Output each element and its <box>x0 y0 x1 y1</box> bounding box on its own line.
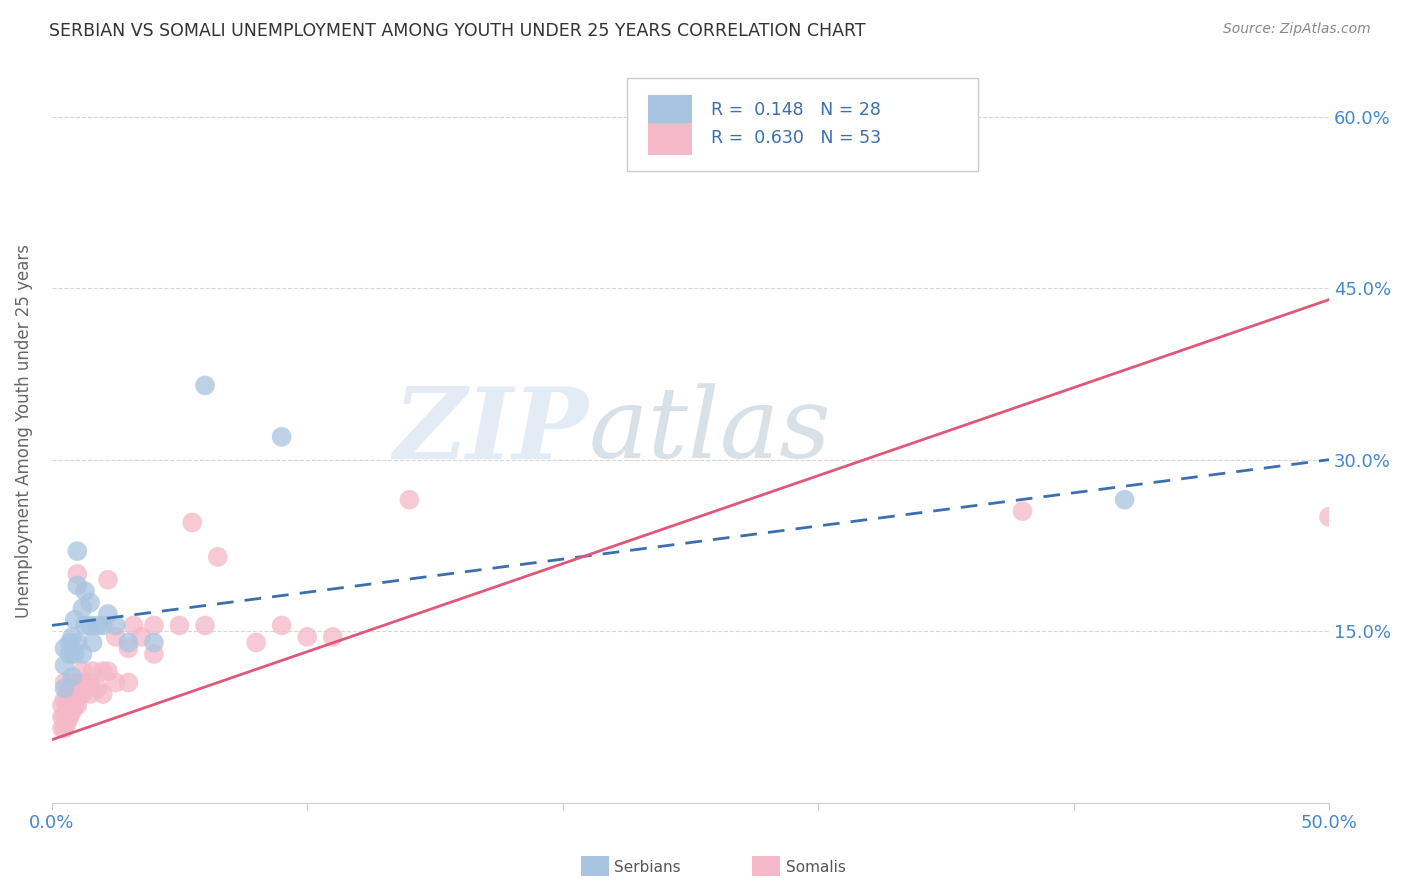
Point <box>53 675 76 690</box>
Point <box>73 584 96 599</box>
Point <box>56 698 79 713</box>
Point <box>79 596 101 610</box>
Point <box>56 687 79 701</box>
Point <box>117 635 139 649</box>
Point <box>76 681 98 696</box>
Point <box>72 664 94 678</box>
Point <box>53 641 76 656</box>
Point <box>51 710 73 724</box>
Point <box>66 578 89 592</box>
Point <box>72 601 94 615</box>
Point <box>60 675 83 690</box>
Bar <box>648 95 692 127</box>
Point <box>82 635 104 649</box>
Text: SERBIAN VS SOMALI UNEMPLOYMENT AMONG YOUTH UNDER 25 YEARS CORRELATION CHART: SERBIAN VS SOMALI UNEMPLOYMENT AMONG YOU… <box>49 22 866 40</box>
Point <box>104 618 127 632</box>
Point <box>169 618 191 632</box>
Point <box>79 618 101 632</box>
Point <box>72 675 94 690</box>
Point <box>66 675 89 690</box>
Point <box>59 710 82 724</box>
Point <box>398 492 420 507</box>
Text: atlas: atlas <box>588 384 831 479</box>
Point <box>63 687 86 701</box>
Point <box>60 687 83 701</box>
Point <box>1317 509 1340 524</box>
Point <box>142 635 165 649</box>
Point <box>53 721 76 735</box>
Point <box>97 573 120 587</box>
FancyBboxPatch shape <box>627 78 977 171</box>
Point <box>63 698 86 713</box>
Point <box>142 647 165 661</box>
Point <box>295 630 318 644</box>
Point <box>72 687 94 701</box>
Point <box>87 618 110 632</box>
Point <box>1011 504 1033 518</box>
Point <box>87 681 110 696</box>
Point <box>117 641 139 656</box>
Point <box>91 687 114 701</box>
Point <box>51 698 73 713</box>
Point <box>82 664 104 678</box>
Point <box>63 647 86 661</box>
Point <box>79 687 101 701</box>
Point <box>322 630 344 644</box>
Point <box>194 618 217 632</box>
Bar <box>648 123 692 154</box>
Point <box>53 710 76 724</box>
Point <box>129 630 152 644</box>
Point <box>53 681 76 696</box>
Point <box>59 681 82 696</box>
Text: ZIP: ZIP <box>394 383 588 479</box>
Point <box>60 630 83 644</box>
Point <box>270 618 292 632</box>
Point <box>181 516 204 530</box>
Point <box>73 618 96 632</box>
Point <box>79 675 101 690</box>
Point <box>60 670 83 684</box>
Point <box>1114 492 1136 507</box>
Text: Source: ZipAtlas.com: Source: ZipAtlas.com <box>1223 22 1371 37</box>
Point <box>63 613 86 627</box>
Point <box>66 698 89 713</box>
Point <box>59 647 82 661</box>
Point <box>66 635 89 649</box>
Point <box>97 664 120 678</box>
Point <box>59 692 82 706</box>
Point <box>91 618 114 632</box>
Point <box>104 675 127 690</box>
Point <box>117 675 139 690</box>
Point <box>207 549 229 564</box>
Point <box>51 721 73 735</box>
Point <box>122 618 145 632</box>
Text: R =  0.148   N = 28: R = 0.148 N = 28 <box>711 101 880 120</box>
Point <box>60 704 83 718</box>
Point <box>56 715 79 730</box>
Point <box>53 658 76 673</box>
Point <box>97 607 120 621</box>
Y-axis label: Unemployment Among Youth under 25 years: Unemployment Among Youth under 25 years <box>15 244 32 618</box>
Point <box>142 618 165 632</box>
Point <box>245 635 267 649</box>
Point <box>194 378 217 392</box>
Point <box>104 630 127 644</box>
Point <box>66 566 89 581</box>
Point <box>59 635 82 649</box>
Point <box>66 687 89 701</box>
Text: R =  0.630   N = 53: R = 0.630 N = 53 <box>711 129 882 147</box>
Point <box>91 664 114 678</box>
Point <box>270 430 292 444</box>
Text: Serbians: Serbians <box>614 860 681 874</box>
Point <box>53 692 76 706</box>
Point <box>66 544 89 558</box>
Text: Somalis: Somalis <box>786 860 846 874</box>
Point <box>72 647 94 661</box>
